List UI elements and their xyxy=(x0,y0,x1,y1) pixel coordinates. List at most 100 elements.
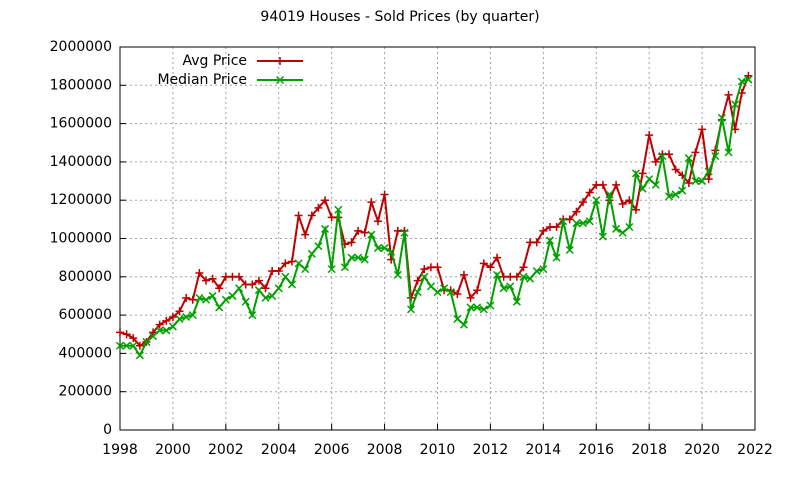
point-marker xyxy=(314,242,323,251)
point-marker xyxy=(552,253,561,262)
point-marker xyxy=(413,276,422,285)
point-marker xyxy=(201,295,211,304)
y-tick-label: 1400000 xyxy=(50,154,112,170)
point-marker xyxy=(248,311,257,320)
point-marker xyxy=(175,314,184,323)
point-marker xyxy=(354,253,363,262)
point-marker xyxy=(671,190,680,199)
x-tick-label: 2002 xyxy=(208,442,244,458)
point-marker xyxy=(168,313,177,322)
point-marker xyxy=(744,71,753,80)
y-tick-label: 1000000 xyxy=(50,231,112,247)
y-tick-label: 600000 xyxy=(59,307,112,323)
point-marker xyxy=(228,291,237,300)
x-tick-label: 2018 xyxy=(631,442,667,458)
y-tick-label: 0 xyxy=(103,422,112,438)
point-marker xyxy=(426,282,435,291)
x-tick-label: 2004 xyxy=(261,442,297,458)
point-marker xyxy=(592,196,601,205)
point-marker xyxy=(208,291,217,300)
point-marker xyxy=(493,270,502,279)
point-marker xyxy=(182,312,191,322)
point-marker xyxy=(294,259,303,268)
point-marker xyxy=(195,268,204,277)
point-marker xyxy=(135,351,144,360)
legend-label: Median Price xyxy=(157,72,247,88)
y-tick-label: 400000 xyxy=(59,345,112,361)
point-marker xyxy=(724,148,733,157)
y-tick-label: 800000 xyxy=(59,269,112,285)
point-marker xyxy=(321,196,330,205)
point-marker xyxy=(717,113,726,122)
point-marker xyxy=(268,291,277,300)
point-marker xyxy=(334,205,343,214)
point-marker xyxy=(658,152,667,161)
point-marker xyxy=(387,247,396,256)
point-marker xyxy=(420,265,429,274)
x-tick-label: 2000 xyxy=(155,442,191,458)
point-marker xyxy=(314,203,323,212)
legend-marker xyxy=(275,75,285,85)
point-marker xyxy=(420,272,429,281)
point-marker xyxy=(565,245,574,255)
point-marker xyxy=(638,184,647,193)
point-marker xyxy=(380,190,389,199)
point-marker xyxy=(188,311,197,320)
point-marker xyxy=(281,272,290,281)
point-marker xyxy=(241,297,250,306)
point-marker xyxy=(221,295,230,304)
point-marker xyxy=(704,167,713,176)
point-marker xyxy=(354,226,363,235)
point-marker xyxy=(347,253,356,262)
point-marker xyxy=(711,152,720,161)
point-marker xyxy=(208,274,217,283)
y-tick-label: 1200000 xyxy=(50,192,112,208)
x-tick-label: 1998 xyxy=(102,442,138,458)
point-marker xyxy=(479,259,488,268)
point-marker xyxy=(459,320,468,329)
point-marker xyxy=(737,77,746,86)
point-marker xyxy=(512,272,521,281)
point-marker xyxy=(347,238,356,247)
point-marker xyxy=(129,334,138,343)
point-marker xyxy=(367,230,376,239)
point-marker xyxy=(618,228,627,237)
point-marker xyxy=(539,265,548,274)
point-marker xyxy=(155,320,164,329)
series-line xyxy=(120,78,749,358)
point-marker xyxy=(135,341,144,350)
plot-frame xyxy=(119,46,756,431)
point-marker xyxy=(651,180,660,189)
point-marker xyxy=(201,276,210,285)
chart-title: 94019 Houses - Sold Prices (by quarter) xyxy=(260,9,539,25)
point-marker xyxy=(605,190,614,199)
point-marker xyxy=(301,265,310,274)
point-marker xyxy=(393,270,402,279)
point-marker xyxy=(287,257,296,266)
point-marker xyxy=(466,303,475,312)
point-marker xyxy=(506,282,515,291)
point-marker xyxy=(182,293,191,302)
point-marker xyxy=(526,274,535,283)
point-marker xyxy=(235,284,244,293)
point-marker xyxy=(373,217,382,226)
point-marker xyxy=(691,148,700,157)
point-marker xyxy=(671,165,680,174)
x-tick-label: 2020 xyxy=(684,442,720,458)
point-marker xyxy=(598,232,607,241)
point-marker xyxy=(664,192,674,201)
point-marker xyxy=(744,75,753,84)
point-marker xyxy=(162,316,171,325)
point-marker xyxy=(215,284,224,293)
point-marker xyxy=(307,211,316,220)
y-tick-label: 1800000 xyxy=(50,77,112,93)
point-marker xyxy=(149,332,158,341)
point-marker xyxy=(625,222,634,232)
point-marker xyxy=(433,263,442,272)
point-marker xyxy=(453,314,462,323)
point-marker xyxy=(440,284,449,293)
y-tick-label: 2000000 xyxy=(50,39,112,55)
point-marker xyxy=(162,326,171,335)
point-marker xyxy=(519,272,528,281)
